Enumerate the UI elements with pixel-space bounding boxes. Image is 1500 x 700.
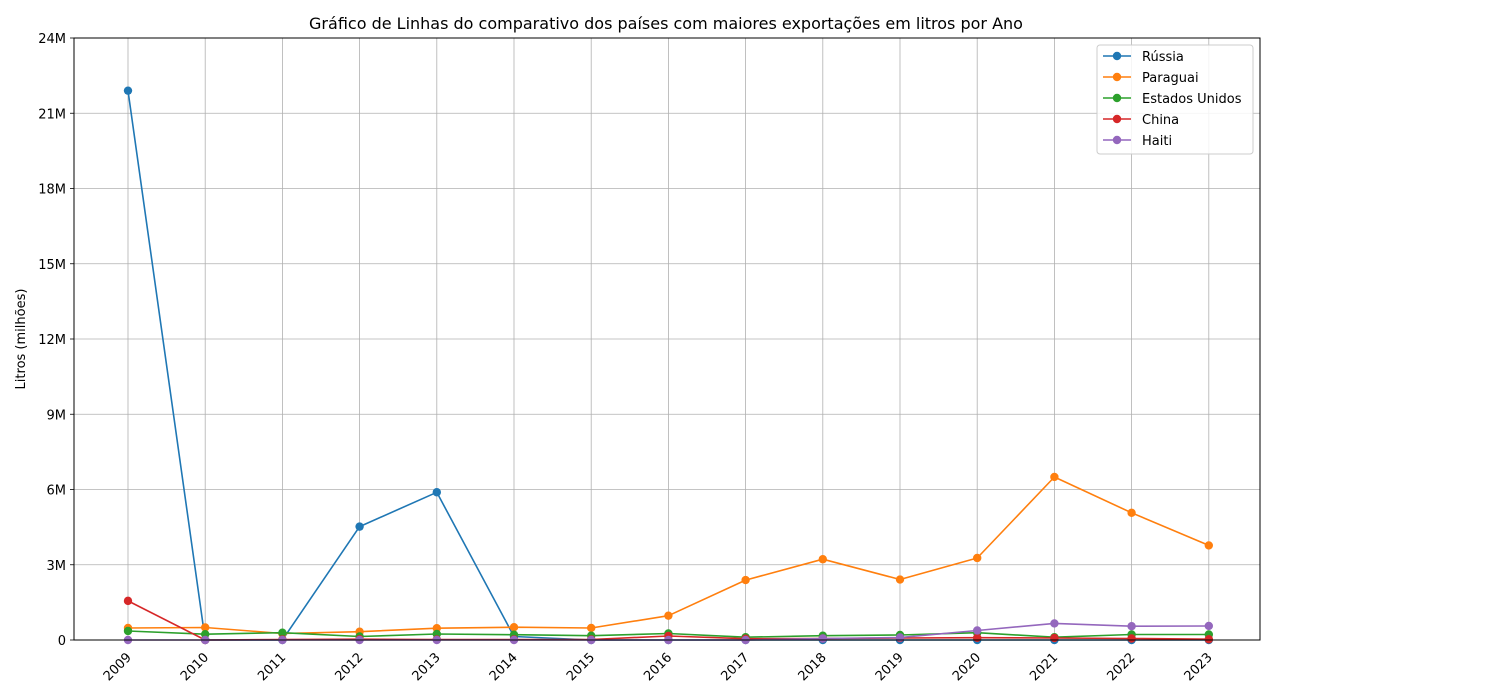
data-point	[201, 630, 210, 639]
legend-label: Paraguai	[1142, 71, 1199, 86]
y-axis-label: Litros (milhões)	[14, 289, 29, 390]
y-tick-label: 0	[58, 634, 66, 649]
legend-entry: Paraguai	[1103, 71, 1199, 86]
y-tick-label: 3M	[47, 559, 67, 574]
legend-marker	[1112, 72, 1122, 82]
y-tick-label: 6M	[47, 484, 67, 499]
data-point	[664, 611, 673, 620]
y-tick-label: 12M	[38, 333, 66, 348]
x-tick-label: 2022	[1104, 650, 1138, 684]
data-point	[1050, 633, 1059, 643]
plot-frame	[73, 37, 1261, 641]
data-point	[509, 623, 519, 632]
x-tick-label: 2011	[255, 650, 289, 684]
y-tick-label: 18M	[38, 183, 66, 198]
x-tick-label: 2010	[178, 650, 212, 684]
x-tick-label: 2020	[950, 650, 984, 684]
legend-label: Haiti	[1142, 134, 1172, 149]
data-point	[1127, 622, 1136, 631]
y-tick-label: 21M	[38, 107, 66, 122]
x-tick-label: 2009	[101, 650, 135, 684]
data-point	[973, 626, 982, 635]
legend-marker	[1112, 93, 1122, 103]
data-point	[1050, 472, 1059, 482]
data-point	[432, 624, 441, 633]
legend-marker	[1112, 114, 1122, 124]
x-tick-label: 2017	[718, 650, 752, 684]
x-tick-label: 2015	[564, 650, 598, 684]
legend-marker	[1112, 51, 1122, 61]
data-point	[1050, 619, 1059, 628]
x-tick-label: 2019	[873, 650, 907, 684]
data-point	[123, 86, 133, 95]
data-point	[1204, 635, 1214, 644]
y-tick-label: 15M	[38, 258, 66, 273]
x-tick-label: 2016	[641, 650, 675, 684]
legend-marker	[1112, 135, 1122, 145]
data-point	[278, 628, 287, 637]
data-point	[1204, 621, 1214, 631]
x-tick-label: 2012	[332, 650, 366, 684]
legend: Rússia Paraguai Estados Unidos China Haiti	[1096, 44, 1254, 155]
data-point	[355, 522, 364, 531]
data-point	[1127, 508, 1136, 518]
legend-label: China	[1142, 113, 1179, 128]
y-tick-label: 9M	[47, 408, 67, 423]
legend-label: Rússia	[1142, 50, 1184, 65]
data-point	[587, 623, 596, 633]
x-axis-ticks: 2009 2010 2011 2012 2013 2014 2015 2016 2017 2018…	[101, 640, 1216, 684]
legend-entry: Estados Unidos	[1103, 92, 1242, 107]
data-point	[201, 623, 210, 632]
data-point	[1127, 634, 1136, 643]
x-tick-label: 2021	[1027, 650, 1061, 684]
legend-label: Estados Unidos	[1142, 92, 1242, 107]
y-tick-label: 24M	[38, 32, 66, 47]
data-point	[1204, 541, 1214, 550]
data-point	[123, 626, 133, 636]
data-point	[432, 488, 441, 497]
legend-entry: China	[1103, 113, 1179, 128]
x-tick-label: 2018	[796, 650, 830, 684]
data-point	[973, 553, 982, 563]
x-tick-label: 2014	[487, 650, 521, 684]
data-point	[741, 575, 750, 585]
x-tick-label: 2023	[1182, 650, 1216, 684]
x-tick-label: 2013	[410, 650, 444, 684]
y-axis-ticks: 0 3M 6M 9M 12M 15M 18M 21M 24M	[38, 32, 74, 649]
grid-lines	[74, 37, 1260, 641]
data-point	[818, 555, 827, 564]
chart-title: Gráfico de Linhas do comparativo dos paí…	[309, 14, 1023, 33]
data-point	[895, 575, 905, 584]
data-point	[818, 634, 827, 643]
series-1	[123, 472, 1214, 638]
data-point	[123, 596, 133, 606]
legend-entry: Rússia	[1103, 50, 1184, 65]
data-point	[973, 633, 982, 642]
legend-entry: Haiti	[1103, 134, 1172, 149]
legend-box	[1096, 44, 1254, 155]
